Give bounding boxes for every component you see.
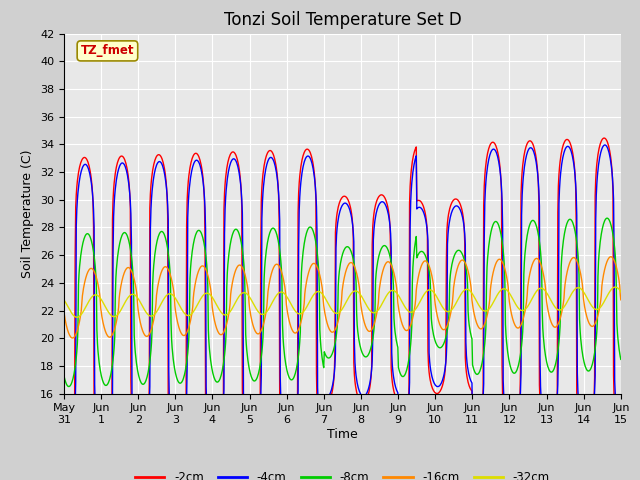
-2cm bbox=[118, 153, 125, 159]
-2cm bbox=[62, 460, 70, 466]
-4cm bbox=[495, 159, 502, 165]
-2cm bbox=[495, 155, 502, 160]
-2cm bbox=[505, 441, 513, 447]
-4cm bbox=[118, 160, 125, 166]
-2cm bbox=[306, 149, 314, 155]
-4cm bbox=[601, 142, 609, 148]
-16cm bbox=[306, 266, 314, 272]
-4cm bbox=[60, 450, 68, 456]
-32cm bbox=[286, 299, 294, 305]
-8cm bbox=[65, 384, 73, 389]
-8cm bbox=[505, 356, 513, 362]
-32cm bbox=[118, 306, 125, 312]
-32cm bbox=[306, 299, 314, 304]
-32cm bbox=[611, 284, 619, 290]
Line: -16cm: -16cm bbox=[64, 257, 621, 338]
-16cm bbox=[118, 280, 125, 286]
-8cm bbox=[286, 376, 294, 382]
Legend: -2cm, -4cm, -8cm, -16cm, -32cm: -2cm, -4cm, -8cm, -16cm, -32cm bbox=[130, 466, 555, 480]
-4cm bbox=[505, 432, 513, 438]
-2cm bbox=[286, 451, 294, 457]
-4cm bbox=[63, 453, 70, 459]
Line: -4cm: -4cm bbox=[64, 145, 621, 456]
-2cm bbox=[617, 438, 625, 444]
-8cm bbox=[306, 224, 314, 230]
-16cm bbox=[286, 320, 294, 326]
-32cm bbox=[443, 309, 451, 314]
-8cm bbox=[495, 223, 502, 228]
-2cm bbox=[600, 135, 608, 141]
-32cm bbox=[73, 314, 81, 320]
-4cm bbox=[617, 430, 625, 435]
-4cm bbox=[306, 155, 314, 160]
-32cm bbox=[60, 297, 68, 303]
-2cm bbox=[60, 459, 68, 465]
-16cm bbox=[617, 297, 625, 303]
-8cm bbox=[617, 357, 625, 362]
-2cm bbox=[443, 228, 451, 234]
-16cm bbox=[505, 293, 513, 299]
-4cm bbox=[443, 338, 451, 344]
-16cm bbox=[60, 310, 68, 315]
-8cm bbox=[603, 216, 611, 221]
-16cm bbox=[495, 256, 502, 262]
-16cm bbox=[607, 254, 614, 260]
-32cm bbox=[495, 290, 502, 296]
-32cm bbox=[617, 288, 625, 294]
-8cm bbox=[60, 373, 68, 379]
X-axis label: Time: Time bbox=[327, 428, 358, 441]
Text: TZ_fmet: TZ_fmet bbox=[81, 44, 134, 58]
Line: -2cm: -2cm bbox=[64, 138, 621, 463]
-4cm bbox=[286, 444, 294, 450]
-16cm bbox=[68, 335, 76, 341]
Title: Tonzi Soil Temperature Set D: Tonzi Soil Temperature Set D bbox=[223, 11, 461, 29]
-8cm bbox=[118, 234, 125, 240]
Y-axis label: Soil Temperature (C): Soil Temperature (C) bbox=[22, 149, 35, 278]
-8cm bbox=[443, 330, 451, 336]
Line: -32cm: -32cm bbox=[64, 287, 621, 317]
-16cm bbox=[443, 324, 451, 329]
-32cm bbox=[505, 289, 513, 295]
Line: -8cm: -8cm bbox=[64, 218, 621, 386]
